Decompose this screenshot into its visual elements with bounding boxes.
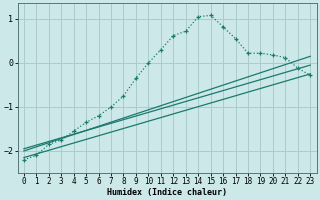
X-axis label: Humidex (Indice chaleur): Humidex (Indice chaleur) — [107, 188, 227, 197]
